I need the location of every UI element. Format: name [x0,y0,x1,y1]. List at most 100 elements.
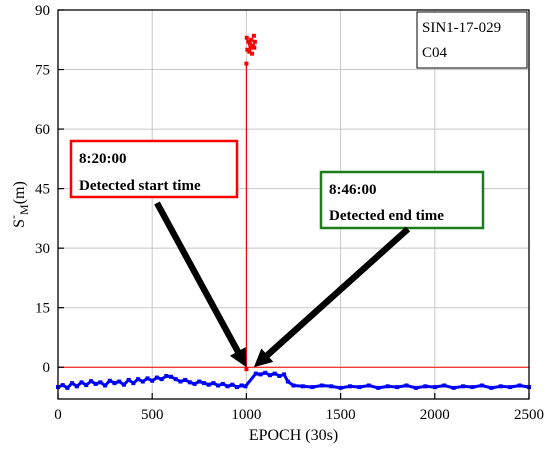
data-point [159,377,164,382]
data-point [461,384,466,389]
data-point [277,373,282,378]
data-point [250,51,255,56]
start-time-annotation: 8:20:00 Detected start time [69,139,247,368]
data-point [183,377,188,382]
data-point [479,383,484,388]
data-point [248,45,253,50]
x-tick-label: 2000 [420,407,450,423]
data-point [252,45,257,50]
data-point [470,385,475,390]
x-tick-label: 1500 [326,407,356,423]
data-point [263,370,268,375]
data-point [234,385,239,390]
legend-station: SIN1-17-029 [422,20,501,36]
legend-box: SIN1-17-029 C04 [416,11,528,69]
data-point [291,383,296,388]
data-point [285,379,290,384]
data-point [150,378,155,383]
y-axis-title-main: S [11,219,28,228]
data-point [197,379,202,384]
y-tick-label: 15 [35,301,50,317]
data-point [348,384,353,389]
data-point [357,385,362,390]
data-point [413,385,418,390]
data-point [140,379,145,384]
data-point [136,377,141,382]
data-point [103,383,108,388]
data-point [70,381,75,386]
data-point [154,375,159,380]
data-point [319,383,324,388]
data-point [211,381,216,386]
axis-ticks: 0 500 1000 1500 2000 2500 0 15 30 45 60 75 90 [35,3,544,423]
data-point [258,372,263,377]
data-point [79,380,84,385]
data-point [173,377,178,382]
data-point [131,381,136,386]
data-point [423,384,428,389]
data-point [239,383,244,388]
end-time-annotation: 8:46:00 Detected end time [253,170,485,368]
data-point [225,384,230,389]
data-point [169,374,174,379]
data-point [244,35,249,40]
y-axis-title-sub: M [17,204,31,215]
start-time-box [69,139,239,199]
series-1 [244,33,257,372]
data-point [145,376,150,381]
data-point [244,61,249,66]
data-point [300,384,305,389]
series-layer [56,33,531,390]
data-point [93,381,98,386]
end-time-value: 8:46:00 [329,182,377,198]
x-tick-label: 500 [141,407,164,423]
data-point [98,380,103,385]
x-axis-title: EPOCH (30s) [249,427,338,444]
data-point [404,383,409,388]
x-tick-label: 0 [54,407,62,423]
data-point [187,380,192,385]
start-time-value: 8:20:00 [79,151,127,167]
y-tick-label: 75 [35,63,50,79]
data-point [126,377,131,382]
data-point [60,383,65,388]
data-point [282,372,287,377]
data-point [84,383,89,388]
data-point [376,385,381,390]
series-0 [56,370,531,390]
data-point [385,384,390,389]
data-point [117,379,122,384]
y-tick-label: 0 [43,360,51,376]
data-point [178,379,183,384]
data-point [192,381,197,386]
data-point [249,37,254,42]
plot-frame [57,9,530,400]
data-point [247,41,252,46]
data-point [121,382,126,387]
data-point [252,39,257,44]
data-point [451,385,456,390]
start-time-arrow [154,201,247,368]
end-time-label: Detected end time [329,208,444,224]
data-point [74,384,79,389]
data-point [244,367,249,372]
y-tick-label: 30 [35,241,50,257]
data-point [517,383,522,388]
data-point [247,49,252,54]
x-tick-label: 1000 [231,407,261,423]
data-point [310,385,315,390]
x-tick-label: 2500 [514,407,544,423]
data-point [216,383,221,388]
data-point [107,378,112,383]
data-point [230,382,235,387]
data-point [220,381,225,386]
y-axis-title: S-M(m) [6,181,31,228]
legend-satellite: C04 [422,45,448,61]
legend-frame [416,11,528,69]
data-point [508,385,513,390]
y-tick-label: 45 [35,182,50,198]
data-point [206,382,211,387]
data-point [338,385,343,390]
